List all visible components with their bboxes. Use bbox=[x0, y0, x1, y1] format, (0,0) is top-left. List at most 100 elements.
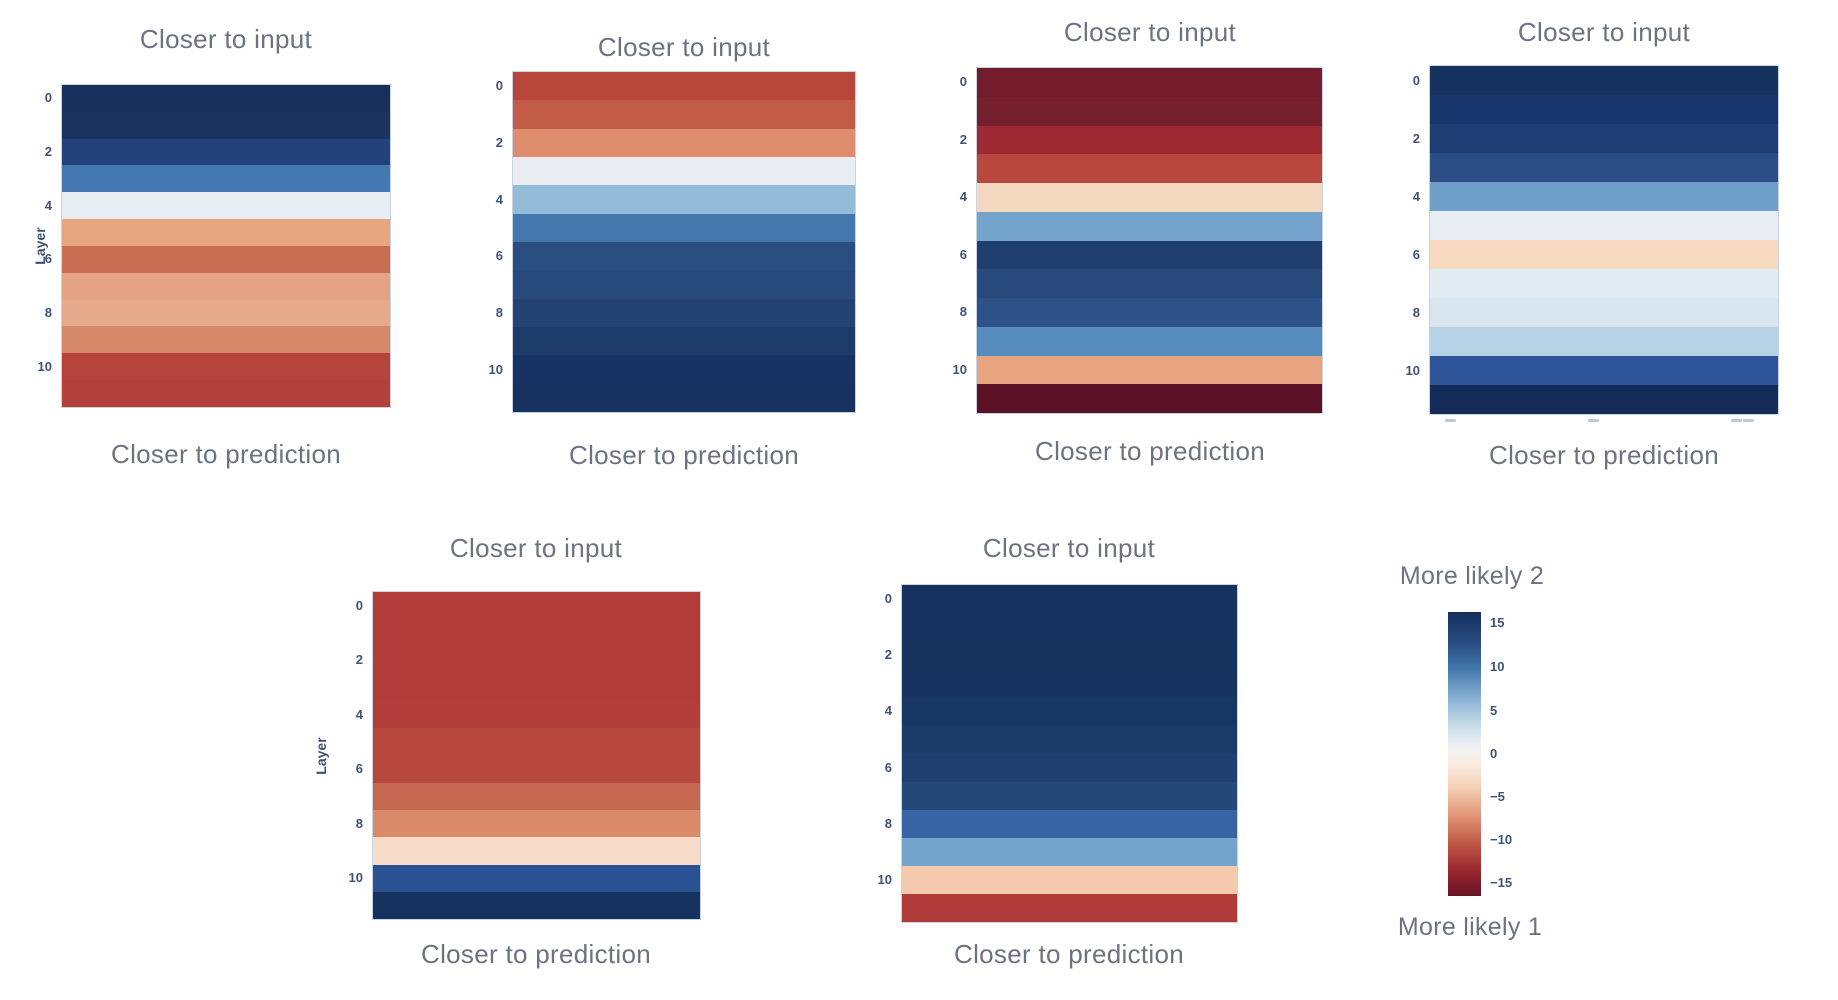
panel-3-heatmap-row-layer-2[interactable] bbox=[977, 125, 1322, 155]
panel-3-heatmap-row-layer-9[interactable] bbox=[977, 326, 1322, 356]
panel-5-heatmap-row-layer-2[interactable] bbox=[373, 646, 700, 674]
panel-6-heatmap-row-layer-7[interactable] bbox=[902, 781, 1237, 810]
panel-5-heatmap-row-layer-9[interactable] bbox=[373, 837, 700, 865]
colorbar-tick-label-3: 0 bbox=[1490, 746, 1498, 761]
panel-2-heatmap-plot[interactable] bbox=[512, 71, 856, 413]
colorbar-tick-label-1: 10 bbox=[1490, 659, 1505, 674]
panel-4-x-axis-label: Closer to prediction bbox=[1489, 440, 1719, 470]
panel-5-heatmap-row-layer-6[interactable] bbox=[373, 755, 700, 783]
panel-6-heatmap-row-layer-9[interactable] bbox=[902, 837, 1237, 866]
panel-2-heatmap-row-layer-11[interactable] bbox=[513, 383, 855, 412]
panel-1-heatmap-row-layer-7[interactable] bbox=[62, 272, 390, 300]
panel-6-y-tick-label-4: 4 bbox=[884, 703, 892, 718]
panel-2-heatmap-row-layer-7[interactable] bbox=[513, 270, 855, 299]
panel-6-heatmap-row-layer-2[interactable] bbox=[902, 641, 1237, 670]
panel-6-heatmap-row-layer-8[interactable] bbox=[902, 809, 1237, 838]
panel-1-y-tick-label-0: 0 bbox=[44, 90, 52, 105]
panel-5-heatmap-row-layer-8[interactable] bbox=[373, 810, 700, 838]
panel-2-y-tick-label-4: 4 bbox=[495, 192, 503, 207]
panel-3-heatmap-row-layer-7[interactable] bbox=[977, 269, 1322, 298]
panel-6-heatmap-row-layer-0[interactable] bbox=[902, 585, 1237, 614]
panel-6-heatmap-row-layer-11[interactable] bbox=[902, 893, 1237, 922]
panel-3-heatmap-row-layer-5[interactable] bbox=[977, 211, 1322, 241]
panel-3-heatmap-row-layer-1[interactable] bbox=[977, 96, 1322, 126]
panel-3-heatmap-plot[interactable] bbox=[976, 67, 1323, 414]
panel-2-y-tick-label-10: 10 bbox=[488, 362, 503, 377]
panel-4-heatmap-row-layer-3[interactable] bbox=[1430, 153, 1778, 182]
panel-1-heatmap-row-layer-10[interactable] bbox=[62, 353, 390, 381]
panel-6-heatmap-row-layer-4[interactable] bbox=[902, 697, 1237, 726]
panel-1-heatmap-row-layer-4[interactable] bbox=[62, 192, 390, 220]
panel-4-heatmap-row-layer-0[interactable] bbox=[1430, 66, 1778, 95]
panel-5-heatmap-row-layer-5[interactable] bbox=[373, 728, 700, 756]
panel-5-heatmap-row-layer-0[interactable] bbox=[373, 592, 700, 620]
panel-6-title: Closer to input bbox=[982, 533, 1156, 563]
panel-6-heatmap-row-layer-10[interactable] bbox=[902, 865, 1237, 894]
panel-2-heatmap-row-layer-4[interactable] bbox=[513, 185, 855, 214]
panel-2-heatmap-row-layer-0[interactable] bbox=[513, 72, 855, 101]
panel-5-heatmap-row-layer-11[interactable] bbox=[373, 891, 700, 919]
panel-2-heatmap-row-layer-10[interactable] bbox=[513, 355, 855, 384]
panel-2-heatmap-row-layer-3[interactable] bbox=[513, 156, 855, 186]
panel-2-heatmap-row-layer-5[interactable] bbox=[513, 213, 855, 242]
panel-5-heatmap-row-layer-7[interactable] bbox=[373, 782, 700, 810]
panel-4-heatmap-row-layer-10[interactable] bbox=[1430, 356, 1778, 385]
panel-1-y-tick-label-10: 10 bbox=[37, 359, 52, 374]
panel-1-heatmap-row-layer-6[interactable] bbox=[62, 245, 390, 273]
panel-4-heatmap-row-layer-11[interactable] bbox=[1430, 385, 1778, 414]
panel-2-heatmap-row-layer-9[interactable] bbox=[513, 326, 855, 356]
panel-4-heatmap-row-layer-9[interactable] bbox=[1430, 327, 1778, 356]
panel-1-heatmap-row-layer-11[interactable] bbox=[62, 380, 390, 407]
panel-4-heatmap-row-layer-5[interactable] bbox=[1430, 211, 1778, 240]
panel-2-heatmap-row-layer-2[interactable] bbox=[513, 128, 855, 157]
panel-6-heatmap-row-layer-5[interactable] bbox=[902, 725, 1237, 754]
panel-4-heatmap-row-layer-6[interactable] bbox=[1430, 240, 1778, 269]
panel-4-heatmap-row-layer-4[interactable] bbox=[1430, 182, 1778, 211]
panel-1-heatmap-row-layer-3[interactable] bbox=[62, 165, 390, 193]
panel-5-y-tick-label-10: 10 bbox=[348, 870, 363, 885]
panel-1-heatmap-row-layer-9[interactable] bbox=[62, 326, 390, 354]
colorbar-tick-label-6: −15 bbox=[1490, 875, 1513, 890]
panel-2-title: Closer to input bbox=[597, 32, 771, 62]
panel-2-heatmap-row-layer-6[interactable] bbox=[513, 241, 855, 271]
panel-6-heatmap-row-layer-1[interactable] bbox=[902, 613, 1237, 642]
panel-3-heatmap-row-layer-0[interactable] bbox=[977, 68, 1322, 97]
panel-6-heatmap-row-layer-6[interactable] bbox=[902, 753, 1237, 782]
panel-1-heatmap-row-layer-0[interactable] bbox=[62, 85, 390, 112]
panel-3-heatmap-row-layer-6[interactable] bbox=[977, 240, 1322, 270]
panel-3-heatmap-row-layer-11[interactable] bbox=[977, 384, 1322, 413]
colorbar-tick-label-2: 5 bbox=[1490, 703, 1498, 718]
panel-3-heatmap-row-layer-4[interactable] bbox=[977, 183, 1322, 212]
panel-1-y-tick-label-4: 4 bbox=[44, 198, 52, 213]
panel-2-x-axis-label: Closer to prediction bbox=[569, 440, 799, 470]
panel-4-heatmap-row-layer-7[interactable] bbox=[1430, 269, 1778, 298]
panel-1-heatmap-row-layer-2[interactable] bbox=[62, 138, 390, 166]
panel-5-heatmap-row-layer-10[interactable] bbox=[373, 864, 700, 892]
panel-3-heatmap-row-layer-3[interactable] bbox=[977, 154, 1322, 183]
panel-6-x-axis-label: Closer to prediction bbox=[954, 939, 1184, 969]
panel-1-heatmap-row-layer-1[interactable] bbox=[62, 111, 390, 139]
panel-3-heatmap-row-layer-10[interactable] bbox=[977, 355, 1322, 385]
panel-4-heatmap-row-layer-2[interactable] bbox=[1430, 124, 1778, 153]
panel-2-heatmap-row-layer-8[interactable] bbox=[513, 298, 855, 327]
panel-6-y-tick-label-10: 10 bbox=[877, 872, 892, 887]
colorbar-gradient bbox=[1448, 612, 1481, 896]
panel-5-heatmap-row-layer-1[interactable] bbox=[373, 619, 700, 647]
panel-4-heatmap-row-layer-1[interactable] bbox=[1430, 95, 1778, 124]
panel-6-heatmap-plot[interactable] bbox=[901, 584, 1238, 923]
panel-1-heatmap-row-layer-8[interactable] bbox=[62, 299, 390, 327]
panel-4-heatmap-row-layer-8[interactable] bbox=[1430, 298, 1778, 327]
panel-3-heatmap-row-layer-8[interactable] bbox=[977, 298, 1322, 327]
panel-5-y-tick-label-8: 8 bbox=[355, 816, 363, 831]
panel-3-y-tick-label-10: 10 bbox=[952, 362, 967, 377]
panel-5-heatmap-plot[interactable] bbox=[372, 591, 701, 920]
panel-5-heatmap-row-layer-4[interactable] bbox=[373, 701, 700, 729]
panel-2-heatmap-row-layer-1[interactable] bbox=[513, 100, 855, 129]
panel-1-heatmap-row-layer-5[interactable] bbox=[62, 219, 390, 246]
panel-4-heatmap-plot[interactable] bbox=[1429, 65, 1779, 415]
panel-6-y-tick-label-6: 6 bbox=[884, 760, 892, 775]
panel-6-heatmap-row-layer-3[interactable] bbox=[902, 669, 1237, 698]
panel-4-y-tick-label-6: 6 bbox=[1412, 247, 1420, 262]
panel-1-heatmap-plot[interactable] bbox=[61, 84, 391, 408]
panel-5-heatmap-row-layer-3[interactable] bbox=[373, 673, 700, 701]
